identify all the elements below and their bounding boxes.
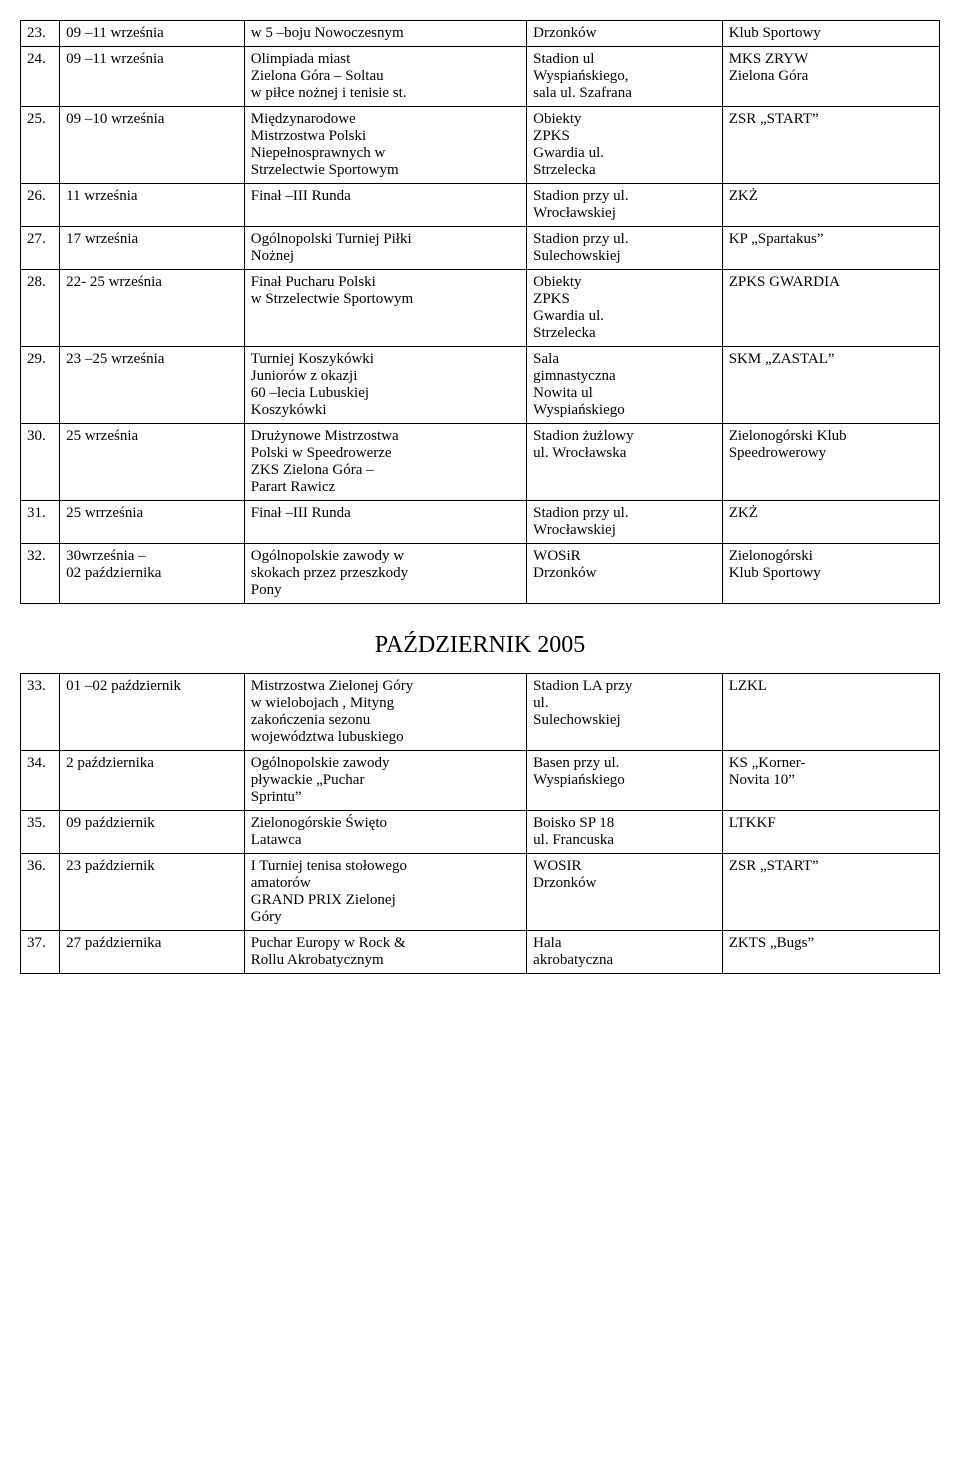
cell-date: 22- 25 września [60,270,245,347]
events-table-2: 33.01 –02 październikMistrzostwa Zielone… [20,673,940,974]
cell-event: Finał –III Runda [244,184,526,227]
cell-n: 34. [21,751,60,811]
cell-org: ZSR „START” [722,107,939,184]
cell-org: KP „Spartakus” [722,227,939,270]
cell-date: 27 października [60,931,245,974]
cell-n: 28. [21,270,60,347]
cell-date: 09 –11 września [60,47,245,107]
cell-date: 11 września [60,184,245,227]
cell-org: KS „Korner-Novita 10” [722,751,939,811]
cell-date: 17 września [60,227,245,270]
cell-org: MKS ZRYWZielona Góra [722,47,939,107]
cell-n: 25. [21,107,60,184]
cell-event: Finał Pucharu Polskiw Strzelectwie Sport… [244,270,526,347]
cell-org: Zielonogórski KlubSpeedrowerowy [722,424,939,501]
cell-n: 37. [21,931,60,974]
cell-event: Ogólnopolskie zawodypływackie „PucharSpr… [244,751,526,811]
cell-date: 01 –02 październik [60,674,245,751]
cell-event: I Turniej tenisa stołowegoamatorówGRAND … [244,854,526,931]
cell-date: 23 październik [60,854,245,931]
cell-place: Stadion żużlowyul. Wrocławska [527,424,723,501]
events-table-1: 23.09 –11 wrześniaw 5 –boju NowoczesnymD… [20,20,940,604]
cell-event: Finał –III Runda [244,501,526,544]
cell-date: 2 października [60,751,245,811]
cell-date: 25 wrrześnia [60,501,245,544]
cell-date: 09 –10 września [60,107,245,184]
table-row: 32.30września –02 października Ogólnopol… [21,544,940,604]
cell-place: ObiektyZPKSGwardia ul.Strzelecka [527,107,723,184]
cell-place: Halaakrobatyczna [527,931,723,974]
table-row: 23.09 –11 wrześniaw 5 –boju NowoczesnymD… [21,21,940,47]
cell-place: SalagimnastycznaNowita ulWyspiańskiego [527,347,723,424]
cell-org: Klub Sportowy [722,21,939,47]
cell-date: 30września –02 października [60,544,245,604]
cell-event: MiędzynarodoweMistrzostwa PolskiNiepełno… [244,107,526,184]
table-row: 29.23 –25 wrześniaTurniej KoszykówkiJuni… [21,347,940,424]
section-heading: PAŹDZIERNIK 2005 [20,632,940,659]
cell-n: 33. [21,674,60,751]
cell-n: 30. [21,424,60,501]
cell-org: ZKŻ [722,184,939,227]
cell-place: Drzonków [527,21,723,47]
cell-event: Mistrzostwa Zielonej Góryw wielobojach ,… [244,674,526,751]
table-row: 35. 09 październikZielonogórskie ŚwiętoL… [21,811,940,854]
cell-place: Stadion ulWyspiańskiego,sala ul. Szafran… [527,47,723,107]
table-row: 34.2 październikaOgólnopolskie zawodypły… [21,751,940,811]
cell-place: Basen przy ul.Wyspiańskiego [527,751,723,811]
cell-event: Turniej KoszykówkiJuniorów z okazji60 –l… [244,347,526,424]
table-row: 24.09 –11 września Olimpiada miastZielon… [21,47,940,107]
table-row: 33.01 –02 październikMistrzostwa Zielone… [21,674,940,751]
cell-event: Zielonogórskie ŚwiętoLatawca [244,811,526,854]
table-row: 28.22- 25 wrześniaFinał Pucharu Polskiw … [21,270,940,347]
cell-place: WOSIRDrzonków [527,854,723,931]
cell-n: 23. [21,21,60,47]
cell-event: Ogólnopolski Turniej PiłkiNożnej [244,227,526,270]
cell-n: 36. [21,854,60,931]
cell-event: w 5 –boju Nowoczesnym [244,21,526,47]
cell-event: Ogólnopolskie zawody wskokach przez prze… [244,544,526,604]
table-row: 31.25 wrrześniaFinał –III RundaStadion p… [21,501,940,544]
cell-date: 23 –25 września [60,347,245,424]
cell-date: 25 września [60,424,245,501]
table-row: 30.25 września Drużynowe MistrzostwaPols… [21,424,940,501]
cell-event: Olimpiada miastZielona Góra – Soltauw pi… [244,47,526,107]
cell-n: 35. [21,811,60,854]
cell-n: 24. [21,47,60,107]
table-row: 27.17 wrześniaOgólnopolski Turniej Piłki… [21,227,940,270]
cell-n: 27. [21,227,60,270]
table-row: 26.11 wrześniaFinał –III RundaStadion pr… [21,184,940,227]
cell-org: ZSR „START” [722,854,939,931]
cell-n: 31. [21,501,60,544]
cell-place: Stadion przy ul.Sulechowskiej [527,227,723,270]
cell-date: 09 październik [60,811,245,854]
cell-org: ZPKS GWARDIA [722,270,939,347]
cell-org: ZielonogórskiKlub Sportowy [722,544,939,604]
cell-org: LTKKF [722,811,939,854]
cell-date: 09 –11 września [60,21,245,47]
table-row: 25.09 –10 wrześniaMiędzynarodoweMistrzos… [21,107,940,184]
cell-n: 32. [21,544,60,604]
cell-event: Drużynowe MistrzostwaPolski w Speedrower… [244,424,526,501]
cell-place: Boisko SP 18ul. Francuska [527,811,723,854]
cell-org: ZKŻ [722,501,939,544]
table-row: 37.27 październikaPuchar Europy w Rock &… [21,931,940,974]
cell-org: ZKTS „Bugs” [722,931,939,974]
cell-place: WOSiRDrzonków [527,544,723,604]
cell-place: ObiektyZPKSGwardia ul.Strzelecka [527,270,723,347]
cell-org: SKM „ZASTAL” [722,347,939,424]
cell-place: Stadion LA przyul.Sulechowskiej [527,674,723,751]
cell-place: Stadion przy ul.Wrocławskiej [527,184,723,227]
cell-org: LZKL [722,674,939,751]
cell-event: Puchar Europy w Rock &Rollu Akrobatyczny… [244,931,526,974]
table-row: 36.23 październik I Turniej tenisa stoło… [21,854,940,931]
cell-n: 26. [21,184,60,227]
cell-place: Stadion przy ul.Wrocławskiej [527,501,723,544]
cell-n: 29. [21,347,60,424]
